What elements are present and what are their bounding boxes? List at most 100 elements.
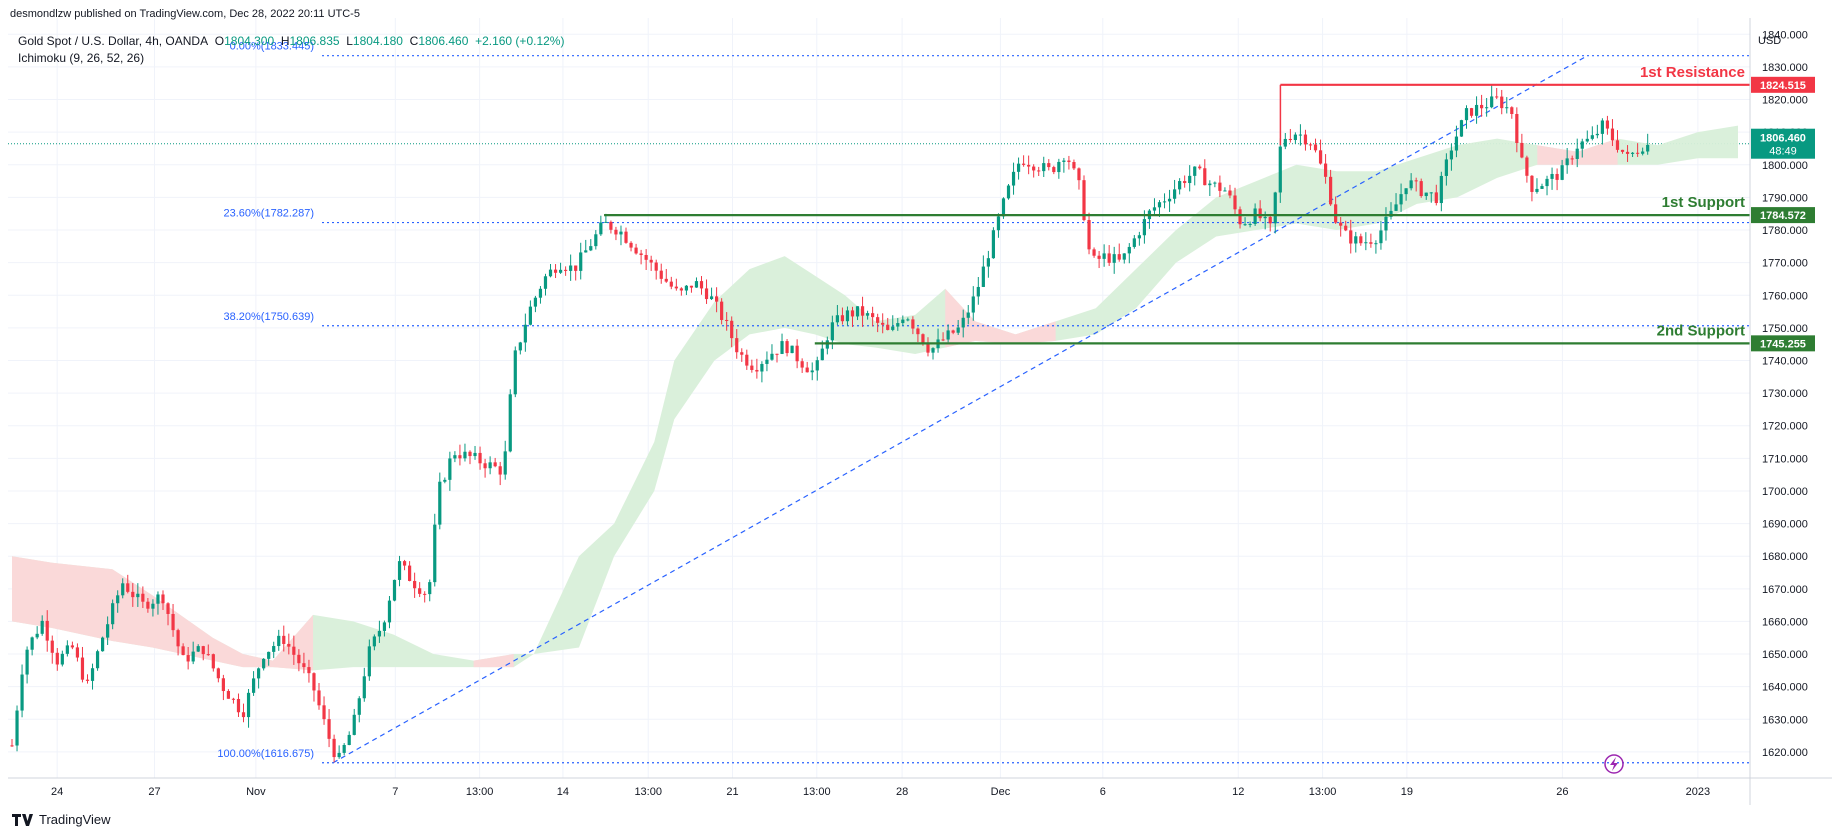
candle-body (946, 330, 950, 340)
candle-body (1379, 230, 1383, 244)
last-price-badge (1751, 128, 1815, 159)
candle-body (1228, 190, 1232, 196)
candle-body (1369, 242, 1373, 244)
candle-body (1042, 163, 1046, 172)
candle-body (810, 370, 814, 373)
countdown-text: 48:49 (1769, 146, 1797, 158)
support-resistance-levels[interactable]: 1st Resistance 1st Support 2nd Support (604, 64, 1750, 345)
candle-body (1318, 150, 1323, 164)
candle-body (860, 306, 865, 316)
candle-body (1072, 162, 1076, 169)
x-tick-label: 13:00 (1309, 786, 1337, 798)
candle-body (1620, 149, 1625, 152)
candle-body (1258, 208, 1262, 219)
fibonacci-retracement[interactable]: 0.00%(1833.445) 23.60%(1782.287) 38.20%(17… (217, 41, 1750, 764)
candle-body (30, 637, 34, 650)
tradingview-logo[interactable]: TradingView (12, 812, 111, 827)
candle-body (20, 674, 24, 711)
candle-body (488, 462, 492, 469)
high-label: H (280, 34, 290, 48)
price-axis[interactable]: 1620.000 1630.000 1640.000 1650.000 1660.000… (1762, 29, 1808, 759)
candle-body (750, 365, 754, 370)
candle-body (1308, 144, 1313, 146)
candle-body (387, 600, 392, 623)
symbol-legend[interactable]: Gold Spot / U.S. Dollar, 4h, OANDA O1804… (18, 34, 564, 48)
candle-body (1585, 138, 1589, 142)
candle-body (262, 658, 266, 669)
candle-body (1349, 230, 1353, 244)
candle-body (322, 705, 326, 720)
publisher-line: desmondlzw published on TradingView.com,… (10, 8, 360, 20)
level-price-text: 1824.515 (1760, 80, 1806, 92)
candle-body (564, 269, 568, 271)
candle-body (986, 258, 990, 267)
candle-body (518, 342, 522, 351)
level-price-badge (1751, 207, 1815, 224)
candle-body (116, 595, 120, 604)
candle-body (1590, 135, 1594, 139)
candle-body (317, 690, 321, 706)
candle-body (1525, 157, 1529, 176)
tradingview-logo-icon (12, 813, 33, 826)
candle-body (956, 327, 960, 333)
candle-body (901, 319, 905, 324)
candle-body (1127, 246, 1131, 254)
candle-body (1444, 159, 1448, 176)
candle-body (1208, 183, 1212, 186)
candle-body (1313, 144, 1318, 151)
candle-body (1495, 96, 1499, 98)
candle-body (1188, 175, 1192, 184)
candle-body (1027, 164, 1031, 167)
candle-body (1434, 192, 1438, 204)
symbol-title[interactable]: Gold Spot / U.S. Dollar, 4h, OANDA (18, 34, 209, 48)
candle-body (865, 313, 870, 316)
candle-body (1615, 140, 1620, 150)
candle-body (926, 343, 930, 353)
candle-body (453, 455, 457, 459)
candle-body (785, 341, 789, 354)
candle-body (1243, 224, 1247, 226)
candle-body (1555, 173, 1559, 180)
candle-body (1047, 163, 1051, 168)
x-tick-label: 6 (1100, 786, 1106, 798)
candle-body (624, 231, 628, 243)
trendline-segment[interactable] (332, 55, 1588, 764)
candle-body (1464, 108, 1469, 121)
candle-body (151, 603, 155, 609)
candle-body (1213, 182, 1217, 184)
candle-body (704, 288, 709, 300)
candle-body (211, 654, 215, 669)
fib-label: 0.00%(1833.445) (230, 41, 314, 53)
y-tick-label: 1630.000 (1762, 714, 1808, 726)
candle-body (131, 591, 135, 598)
x-tick-label: 26 (1556, 786, 1568, 798)
trendline[interactable] (332, 55, 1588, 764)
candle-body (916, 328, 920, 335)
candle-body (921, 334, 925, 344)
candle-body (523, 324, 527, 343)
currency-label: USD (1758, 35, 1781, 47)
y-tick-label: 1790.000 (1762, 192, 1808, 204)
indicator-legend[interactable]: Ichimoku (9, 26, 52, 26) (18, 51, 145, 65)
y-tick-label: 1730.000 (1762, 388, 1808, 400)
candle-body (156, 594, 160, 604)
candle-body (891, 326, 895, 330)
low-label: L (346, 34, 353, 48)
candle-body (1550, 173, 1554, 179)
candle-body (1162, 201, 1167, 203)
candle-body (1394, 204, 1398, 211)
candle-body (1540, 186, 1544, 189)
candle-body (1605, 120, 1610, 129)
candle-body (171, 613, 175, 631)
candle-body (1167, 198, 1172, 202)
time-axis[interactable]: 24 27 Nov 7 13:00 14 13:00 21 13:00 28 Dec 6 12 13:00… (51, 786, 1710, 798)
y-tick-label: 1680.000 (1762, 551, 1808, 563)
candle-body (50, 640, 54, 653)
lightning-icon[interactable] (1604, 754, 1624, 774)
candle-body (1288, 138, 1292, 141)
candle-body (1077, 168, 1081, 181)
candle-body (815, 360, 819, 371)
y-tick-label: 1830.000 (1762, 62, 1808, 74)
candle-body (1424, 192, 1428, 197)
